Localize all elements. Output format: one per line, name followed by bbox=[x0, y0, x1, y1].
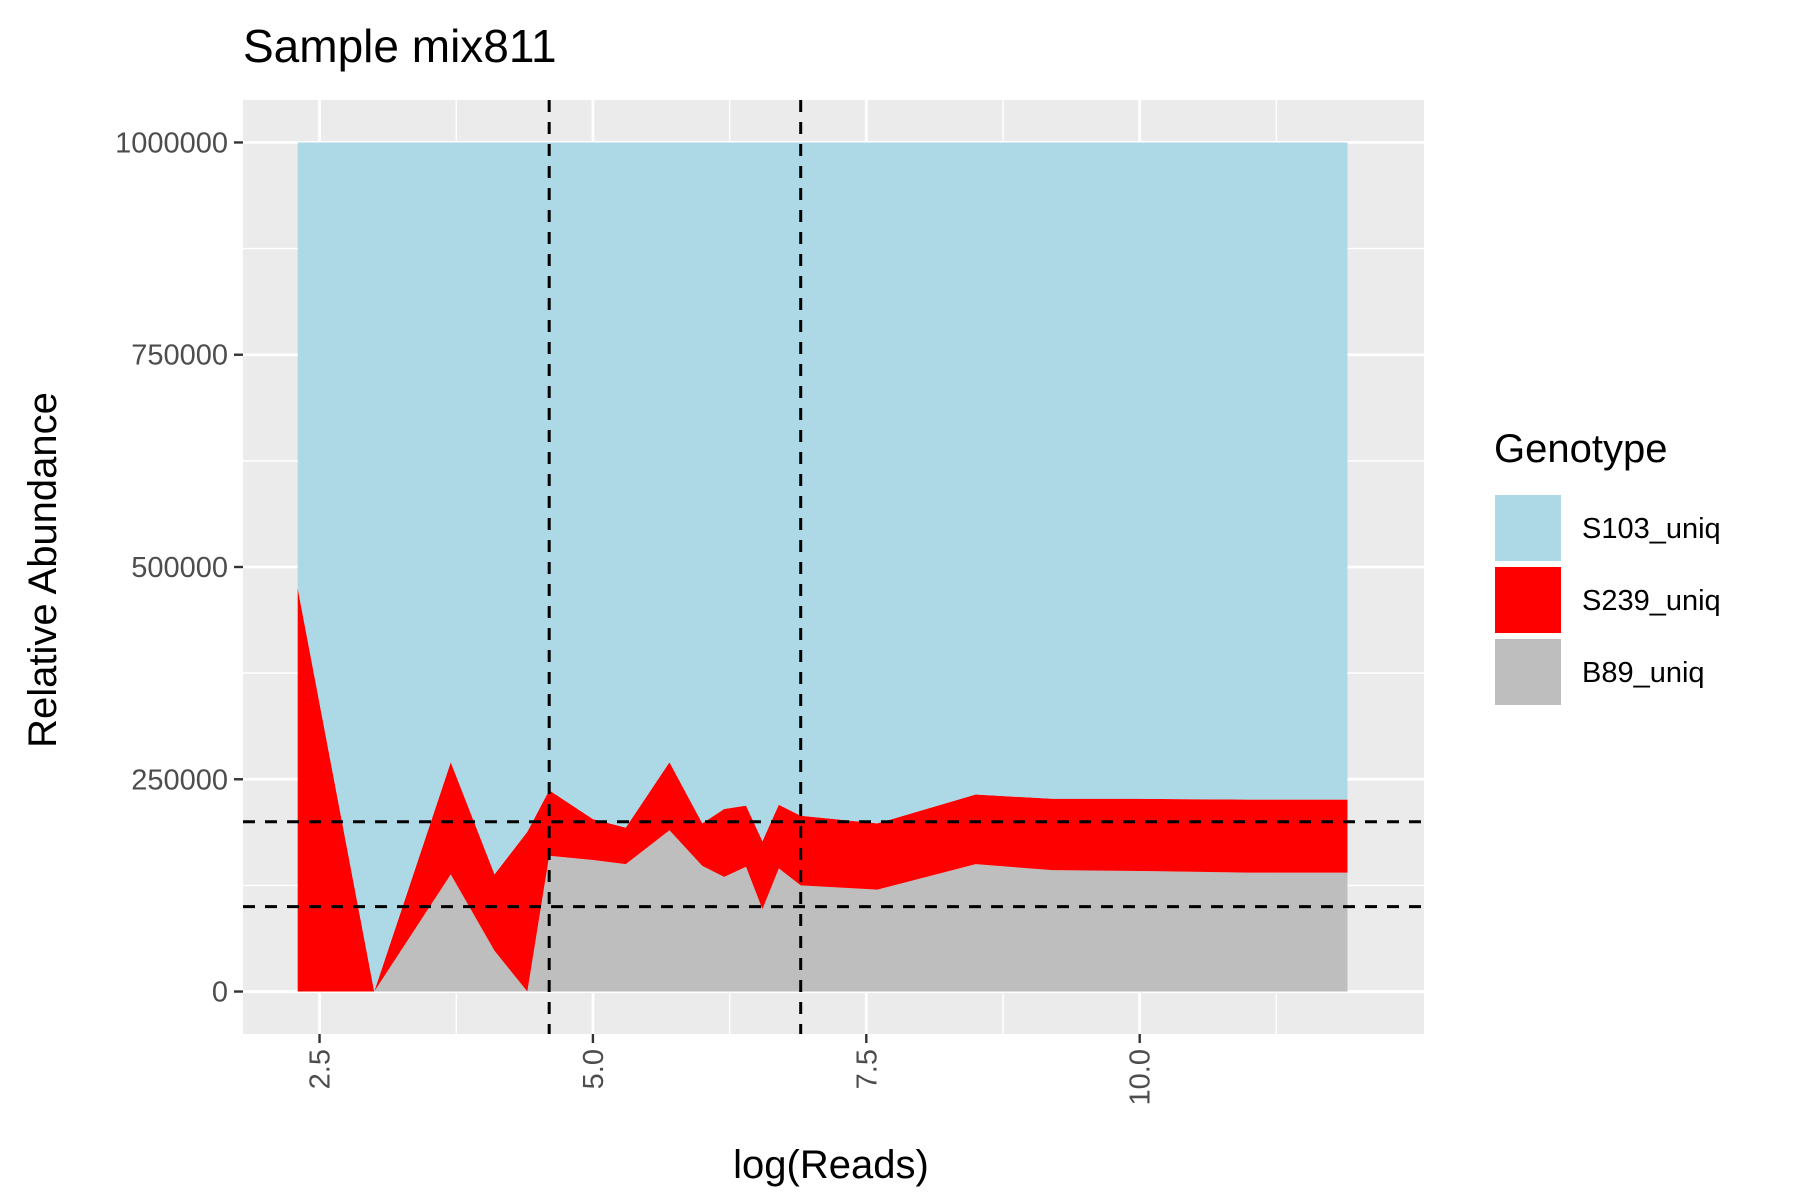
x-axis: 2.5 5.0 7.5 10.0 bbox=[305, 1034, 1157, 1105]
legend-title: Genotype bbox=[1494, 427, 1667, 471]
x-tick-label-1: 5.0 bbox=[578, 1049, 610, 1089]
legend-label-2: B89_uniq bbox=[1582, 657, 1705, 689]
reference-lines bbox=[243, 100, 1424, 1034]
x-tick-label-0: 2.5 bbox=[305, 1049, 337, 1089]
x-axis-title: log(Reads) bbox=[733, 1143, 929, 1187]
y-tick-label-0: 0 bbox=[212, 977, 228, 1009]
x-tick-label-3: 10.0 bbox=[1125, 1049, 1157, 1105]
y-tick-label-4: 1000000 bbox=[115, 127, 228, 159]
legend-key-b89-uniq bbox=[1493, 637, 1563, 707]
legend-label-0: S103_uniq bbox=[1582, 513, 1721, 545]
y-axis-title: Relative Abundance bbox=[21, 392, 65, 748]
y-tick-label-3: 750000 bbox=[131, 340, 228, 372]
legend-key-s103-uniq bbox=[1493, 493, 1563, 563]
area-b89-uniq bbox=[297, 830, 1348, 992]
y-axis: 0 250000 500000 750000 1000000 bbox=[115, 127, 243, 1009]
area-s103-uniq bbox=[297, 142, 1348, 992]
chart-title: Sample mix811 bbox=[243, 20, 557, 72]
legend-label-1: S239_uniq bbox=[1582, 585, 1721, 617]
legend-key-s239-uniq bbox=[1493, 565, 1563, 635]
stacked-areas bbox=[297, 142, 1348, 992]
y-tick-label-1: 250000 bbox=[131, 764, 228, 796]
legend: Genotype S103_uniq S239_uniq B89_uniq bbox=[1493, 427, 1721, 707]
x-tick-label-2: 7.5 bbox=[851, 1049, 883, 1089]
y-tick-label-2: 500000 bbox=[131, 552, 228, 584]
